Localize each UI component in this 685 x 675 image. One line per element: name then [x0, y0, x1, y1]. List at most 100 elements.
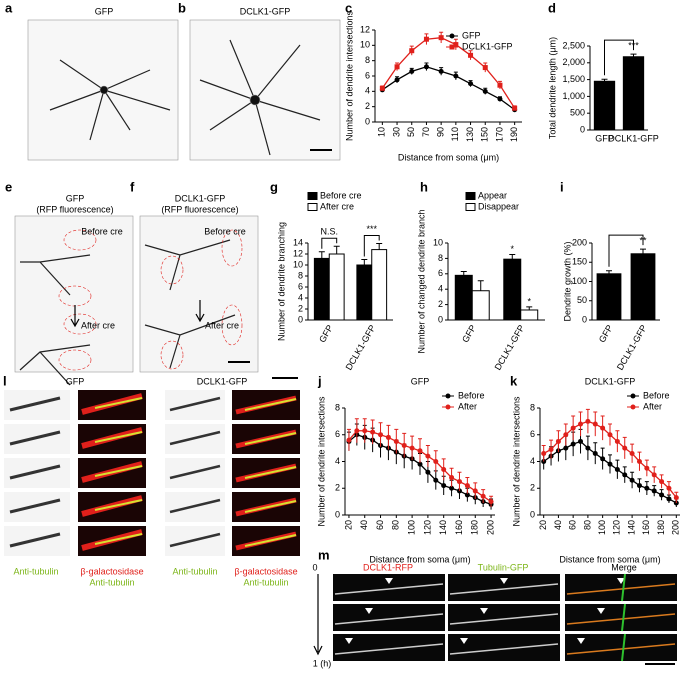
marker	[346, 437, 352, 443]
roi	[63, 229, 97, 251]
marker	[666, 496, 672, 502]
bracket	[363, 235, 380, 257]
bracket	[321, 237, 338, 249]
marker	[468, 52, 474, 58]
error-bar	[333, 245, 340, 254]
marker	[438, 68, 444, 74]
series-line	[381, 66, 516, 111]
marker	[629, 477, 635, 483]
x-tick-label: 60	[375, 520, 385, 530]
marker	[607, 432, 613, 438]
panel-letter: f	[130, 179, 135, 194]
x-tick-label: DCLK1-GFP	[608, 133, 659, 143]
marker	[468, 81, 474, 87]
time-arrow	[313, 574, 323, 656]
image-label: 1 (h)	[313, 658, 332, 668]
marker	[379, 85, 385, 91]
y-tick-label: 12	[360, 24, 370, 34]
marker	[555, 438, 561, 444]
marker	[488, 499, 494, 505]
marker	[423, 64, 429, 70]
marker	[441, 467, 447, 473]
legend-swatch	[307, 203, 318, 211]
y-tick-label: 10	[360, 40, 370, 50]
marker	[464, 483, 470, 489]
marker	[362, 428, 368, 434]
marker	[464, 492, 470, 498]
y-tick-label: 2,500	[562, 40, 585, 50]
microtubule	[94, 431, 143, 443]
marker	[472, 488, 478, 494]
x-tick-label: 30	[391, 127, 401, 137]
marker	[401, 442, 407, 448]
neurite	[334, 613, 444, 625]
image-label: GFP	[95, 6, 114, 16]
x-tick-label: 110	[450, 127, 460, 141]
y-tick-label: 100	[572, 276, 587, 286]
image-label: Anti-tubulin	[89, 577, 134, 587]
y-tick-label: 500	[570, 108, 585, 118]
x-tick-label: 180	[470, 520, 480, 535]
legend-label: Disappear	[478, 201, 519, 211]
image-label: Anti-tubulin	[13, 566, 58, 576]
y-axis-label: Number of changed dendrite branch	[416, 209, 426, 353]
legend-label: Before cre	[320, 190, 362, 200]
marker	[644, 465, 650, 471]
annotation: **	[639, 236, 647, 246]
y-tick-label: 2	[365, 101, 370, 111]
bracket	[604, 39, 634, 76]
x-tick-label: 70	[421, 127, 431, 137]
neurite	[449, 583, 559, 595]
y-tick-label: 4	[335, 456, 340, 466]
y-tick-label: 0	[335, 509, 340, 519]
marker	[425, 469, 431, 475]
image-label: DCLK1-RFP	[363, 562, 413, 572]
roi	[63, 313, 97, 335]
marker	[423, 36, 429, 42]
microtubule	[244, 466, 297, 479]
y-tick-label: 6	[335, 429, 340, 439]
bar	[328, 253, 345, 321]
growth-cone	[169, 464, 221, 480]
legend-label: Before	[643, 390, 670, 400]
image-label: Tubulin-GFP	[478, 562, 529, 572]
marker	[409, 445, 415, 451]
marker	[570, 441, 576, 447]
x-tick-label: 120	[422, 520, 432, 535]
image-f	[139, 215, 259, 373]
legend-marker	[630, 404, 636, 410]
chart-title: DCLK1-GFP	[585, 376, 636, 386]
arrow	[195, 300, 205, 323]
image-label: GFP	[66, 376, 85, 386]
legend-label: After	[458, 401, 477, 411]
marker	[563, 445, 569, 451]
x-tick-label: DCLK1-GFP	[344, 323, 378, 372]
marker	[607, 461, 613, 467]
marker	[592, 450, 598, 456]
x-tick-label: 20	[343, 520, 353, 530]
y-tick-label: 6	[530, 429, 535, 439]
tile	[565, 604, 677, 631]
y-tick-label: 1,500	[562, 74, 585, 84]
marker	[614, 467, 620, 473]
legend-marker	[449, 44, 455, 50]
x-tick-label: 40	[553, 520, 563, 530]
x-tick-label: 150	[480, 127, 490, 142]
marker	[417, 461, 423, 467]
marker	[453, 42, 459, 48]
chart-title: GFP	[411, 376, 430, 386]
x-tick-label: 80	[582, 520, 592, 530]
x-tick-label: 140	[438, 520, 448, 535]
panel-letter: a	[5, 0, 13, 15]
x-tick-label: 200	[485, 520, 495, 535]
marker	[659, 492, 665, 498]
error-bar	[606, 270, 612, 274]
y-tick-label: 150	[572, 257, 587, 267]
marker	[394, 77, 400, 83]
y-tick-label: 4	[438, 284, 443, 294]
image-label: After cre	[81, 320, 115, 330]
tile	[448, 604, 560, 631]
y-tick-label: 12	[293, 248, 303, 258]
marker	[651, 488, 657, 494]
error-bar	[630, 53, 637, 57]
